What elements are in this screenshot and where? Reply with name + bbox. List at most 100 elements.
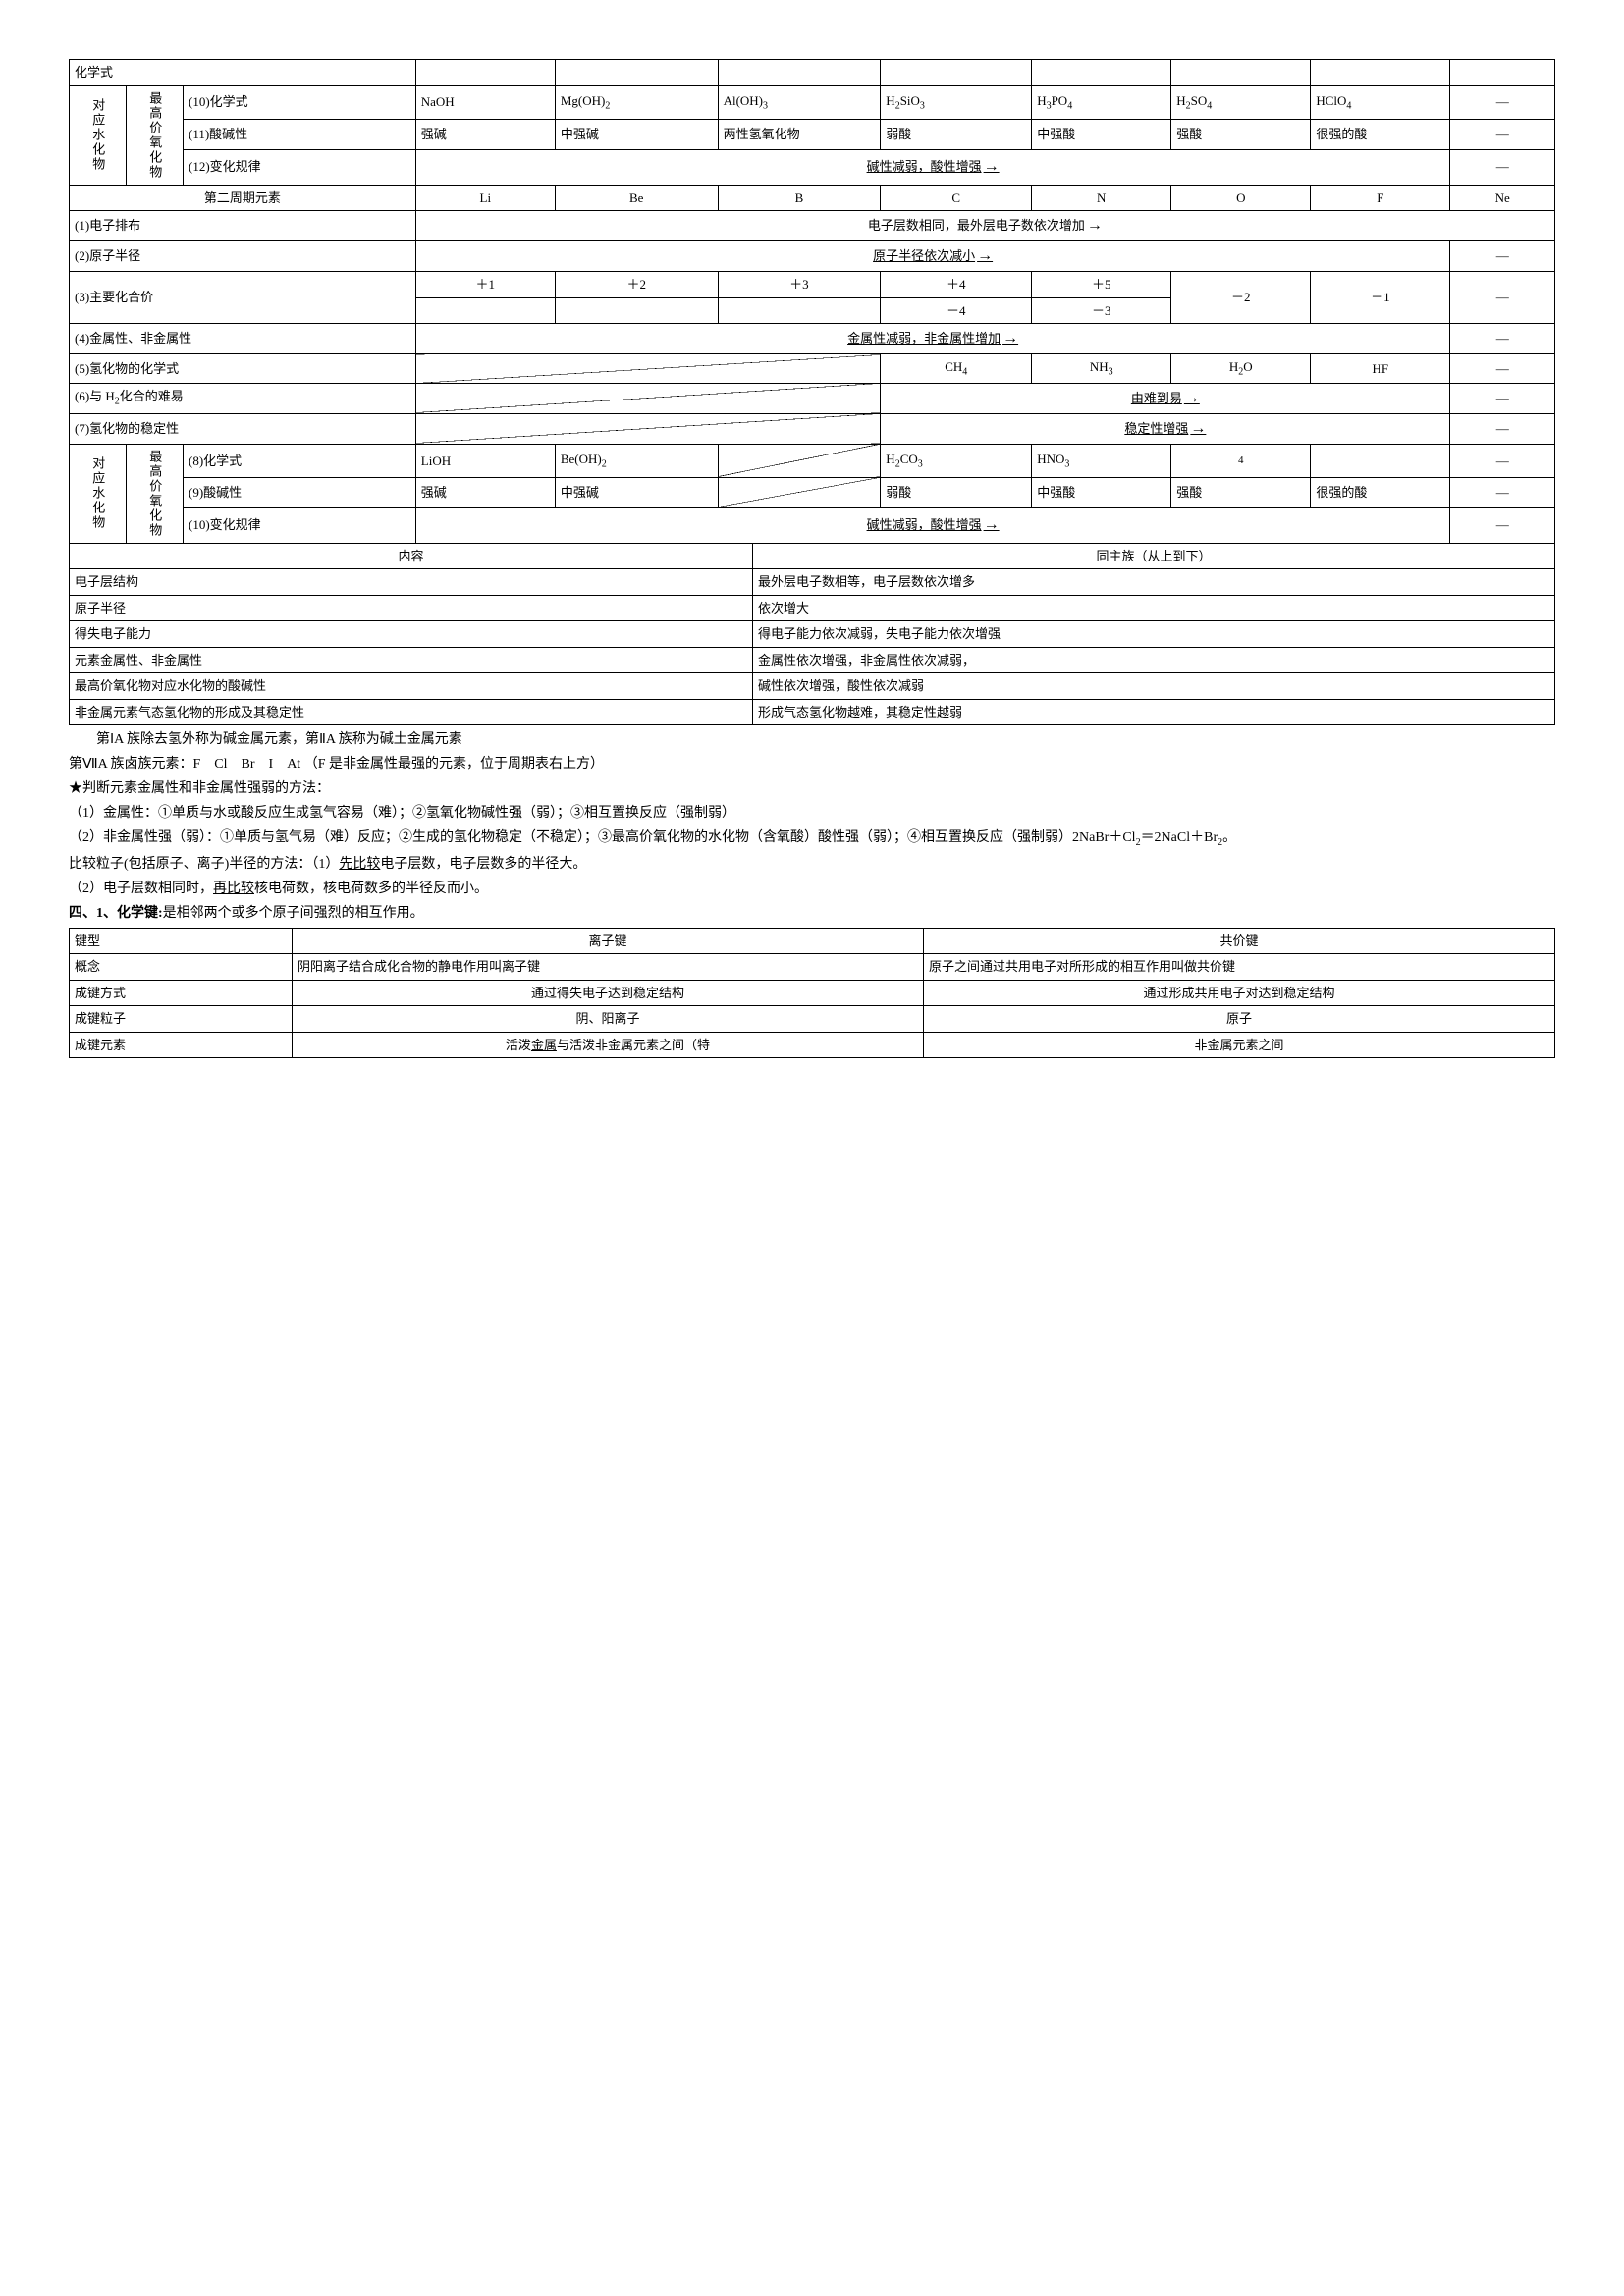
cell: —: [1450, 149, 1555, 185]
cell: NH3: [1032, 354, 1171, 384]
same-group-table: 内容 同主族（从上到下） 电子层结构最外层电子数相等，电子层数依次增多 原子半径…: [69, 543, 1555, 726]
row-label: 第二周期元素: [70, 185, 416, 211]
trend-cell: 碱性减弱，酸性增强: [415, 149, 1450, 185]
cell: H2SiO3: [881, 85, 1032, 119]
cell: －4: [881, 297, 1032, 324]
cell: 强酸: [1171, 477, 1311, 507]
table-row: (5)氢化物的化学式 CH4 NH3 H2O HF —: [70, 354, 1555, 384]
cell: Li: [415, 185, 555, 211]
cell: ＋2: [555, 272, 718, 298]
cell: 成键方式: [70, 980, 293, 1006]
cell: 概念: [70, 954, 293, 981]
trend-cell: 金属性减弱，非金属性增加: [415, 324, 1450, 354]
row-label: (11)酸碱性: [184, 119, 416, 149]
cell: —: [1450, 85, 1555, 119]
table-row: (2)原子半径 原子半径依次减小 —: [70, 241, 1555, 272]
row-label: (5)氢化物的化学式: [70, 354, 416, 384]
table-row: (6)与 H2化合的难易 由难到易 —: [70, 383, 1555, 413]
cell: 弱酸: [881, 477, 1032, 507]
cell: N: [1032, 185, 1171, 211]
row-label: (10)变化规律: [184, 507, 416, 543]
row-label: (1)电子排布: [70, 211, 416, 241]
cell: 强碱: [415, 119, 555, 149]
side-label: 对应水化物: [70, 444, 127, 543]
trend-cell: 电子层数相同，最外层电子数依次增加: [415, 211, 1554, 241]
paragraph: （2）非金属性强（弱）：①单质与氢气易（难）反应；②生成的氢化物稳定（不稳定）；…: [69, 828, 1555, 850]
table-row: (9)酸碱性 强碱 中强碱 弱酸 中强酸 强酸 很强的酸 —: [70, 477, 1555, 507]
cell: —: [1450, 413, 1555, 444]
diag-cell: [415, 413, 881, 444]
cell: －2: [1171, 272, 1311, 324]
cell: —: [1450, 241, 1555, 272]
table-row: 化学式: [70, 60, 1555, 86]
col-header: 离子键: [292, 928, 923, 954]
cell: 阴、阳离子: [292, 1006, 923, 1033]
cell: 最高价氧化物对应水化物的酸碱性: [70, 673, 753, 700]
cell: 很强的酸: [1311, 477, 1450, 507]
cell: Mg(OH)2: [555, 85, 718, 119]
cell: —: [1450, 507, 1555, 543]
cell: 中强碱: [555, 119, 718, 149]
trend-cell: 原子半径依次减小: [415, 241, 1450, 272]
diag-cell: [718, 444, 881, 477]
cell: 得电子能力依次减弱，失电子能力依次增强: [752, 621, 1554, 648]
col-header: 共价键: [923, 928, 1554, 954]
trend-cell: 碱性减弱，酸性增强: [415, 507, 1450, 543]
table-row: 对应水化物 最高价氧化物 (10)化学式 NaOH Mg(OH)2 Al(OH)…: [70, 85, 1555, 119]
cell: 最外层电子数相等，电子层数依次增多: [752, 569, 1554, 596]
cell: CH4: [881, 354, 1032, 384]
cell: 电子层结构: [70, 569, 753, 596]
cell: 通过得失电子达到稳定结构: [292, 980, 923, 1006]
table-row: (10)变化规律 碱性减弱，酸性增强 —: [70, 507, 1555, 543]
row-label: (3)主要化合价: [70, 272, 416, 324]
cell: 中强酸: [1032, 477, 1171, 507]
cell: B: [718, 185, 881, 211]
row-label: (12)变化规律: [184, 149, 416, 185]
trend-cell: 稳定性增强: [881, 413, 1450, 444]
table-row: 键型 离子键 共价键: [70, 928, 1555, 954]
table-row: 内容 同主族（从上到下）: [70, 543, 1555, 569]
cell: 两性氢氧化物: [718, 119, 881, 149]
table-row: 第二周期元素 Li Be B C N O F Ne: [70, 185, 1555, 211]
col-header: 同主族（从上到下）: [752, 543, 1554, 569]
row-label: (10)化学式: [184, 85, 416, 119]
row-label: (7)氢化物的稳定性: [70, 413, 416, 444]
cell: Be: [555, 185, 718, 211]
row-label: (8)化学式: [184, 444, 416, 477]
cell: LiOH: [415, 444, 555, 477]
cell: 碱性依次增强，酸性依次减弱: [752, 673, 1554, 700]
diag-cell: [415, 383, 881, 413]
cell: —: [1450, 383, 1555, 413]
cell: 非金属元素气态氢化物的形成及其稳定性: [70, 699, 753, 725]
cell: [1311, 444, 1450, 477]
side-label: 对应水化物: [70, 85, 127, 185]
cell: 形成气态氢化物越难，其稳定性越弱: [752, 699, 1554, 725]
cell: 中强碱: [555, 477, 718, 507]
cell: H2O: [1171, 354, 1311, 384]
cell: ＋3: [718, 272, 881, 298]
table-row: (4)金属性、非金属性 金属性减弱，非金属性增加 —: [70, 324, 1555, 354]
diag-cell: [415, 354, 881, 384]
cell: 阴阳离子结合成化合物的静电作用叫离子键: [292, 954, 923, 981]
cell: 4: [1171, 444, 1311, 477]
side-label: 最高价氧化物: [127, 85, 184, 185]
cell: F: [1311, 185, 1450, 211]
cell: H2SO4: [1171, 85, 1311, 119]
cell: 通过形成共用电子对达到稳定结构: [923, 980, 1554, 1006]
row-label: (2)原子半径: [70, 241, 416, 272]
cell: －1: [1311, 272, 1450, 324]
cell: C: [881, 185, 1032, 211]
paragraph: 第ⅦA 族卤族元素：F Cl Br I At （F 是非金属性最强的元素，位于周…: [69, 754, 1555, 774]
cell: 元素金属性、非金属性: [70, 647, 753, 673]
cell: 活泼金属与活泼非金属元素之间（特: [292, 1032, 923, 1058]
col-header: 键型: [70, 928, 293, 954]
cell: —: [1450, 477, 1555, 507]
row-label: (6)与 H2化合的难易: [70, 383, 416, 413]
trend-cell: 由难到易: [881, 383, 1450, 413]
cell: H2CO3: [881, 444, 1032, 477]
col-header: 内容: [70, 543, 753, 569]
cell: －3: [1032, 297, 1171, 324]
cell: HClO4: [1311, 85, 1450, 119]
paragraph: 四、1、化学键:是相邻两个或多个原子间强烈的相互作用。: [69, 903, 1555, 924]
cell: 依次增大: [752, 595, 1554, 621]
